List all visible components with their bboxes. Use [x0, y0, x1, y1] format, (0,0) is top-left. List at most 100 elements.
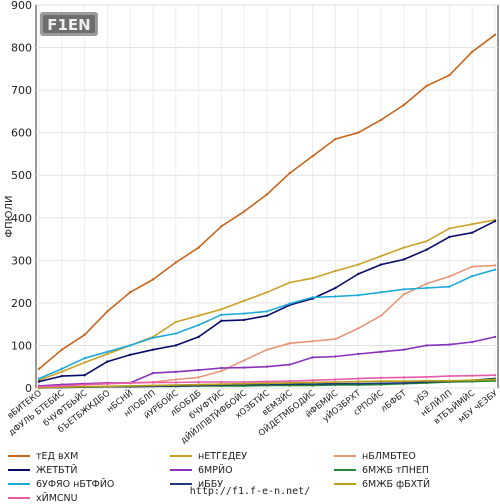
data-point — [357, 131, 360, 134]
data-point — [311, 339, 314, 343]
data-point — [425, 286, 428, 290]
legend-label: 6УФЯО нБТФЙО — [36, 478, 115, 490]
data-point — [265, 382, 269, 385]
data-point — [265, 291, 269, 294]
data-point — [174, 261, 177, 264]
data-point — [379, 263, 383, 266]
data-point — [151, 348, 155, 351]
legend-label: 6МРЙО — [198, 464, 233, 476]
data-point — [493, 374, 497, 377]
legend-item: хЙМСNU — [8, 492, 78, 504]
legend-label: нБЛМБТЕО — [362, 450, 416, 462]
data-point — [311, 277, 314, 280]
data-point — [174, 332, 177, 335]
legend-label: тЕД вХМ — [36, 450, 79, 462]
data-point — [83, 383, 86, 386]
data-point — [493, 219, 497, 223]
y-tick-label: 800 — [11, 42, 32, 55]
data-point — [197, 314, 200, 317]
data-point — [471, 379, 474, 382]
data-point — [243, 366, 246, 369]
f1en-logo: F1EN — [40, 10, 98, 38]
data-point — [151, 371, 155, 375]
data-point — [83, 361, 86, 364]
data-point — [402, 293, 405, 296]
data-point — [265, 193, 269, 196]
legend-item: тЕД вХМ — [8, 450, 78, 462]
data-point — [60, 374, 63, 378]
data-point — [288, 381, 291, 385]
legend-label: нЕТГЕДЕУ — [198, 450, 248, 462]
data-point — [129, 344, 132, 347]
data-point — [288, 171, 291, 175]
data-point — [220, 313, 223, 317]
data-point — [402, 103, 405, 107]
y-axis-label: ФПЮЛИ — [4, 196, 15, 238]
data-point — [448, 235, 451, 239]
data-point — [83, 357, 86, 360]
data-point — [129, 381, 132, 385]
data-point — [448, 227, 451, 230]
data-point — [83, 374, 86, 377]
y-tick-label: 200 — [11, 297, 32, 310]
data-point — [334, 378, 337, 381]
data-point — [357, 272, 360, 276]
data-point — [174, 381, 177, 384]
legend-swatch — [334, 455, 356, 457]
legend-swatch — [8, 469, 30, 471]
data-point — [197, 383, 200, 386]
data-point — [60, 370, 63, 374]
data-point — [379, 382, 383, 385]
data-point — [243, 312, 246, 315]
data-point — [402, 258, 405, 261]
data-point — [83, 333, 86, 337]
data-point — [151, 336, 155, 339]
data-point — [288, 363, 291, 366]
data-point — [471, 231, 474, 234]
data-point — [493, 378, 497, 381]
legend-swatch — [170, 469, 192, 471]
data-point — [311, 382, 314, 386]
legend-item: 6МРЙО — [170, 464, 233, 476]
data-point — [243, 359, 246, 362]
data-point — [243, 382, 246, 385]
legend-label: 6МЖБ тПНЕП — [362, 464, 429, 476]
data-point — [265, 365, 269, 368]
data-point — [197, 335, 200, 339]
legend-item: нЕТГЕДЕУ — [170, 450, 247, 462]
data-point — [243, 380, 246, 384]
legend-swatch — [8, 483, 30, 485]
data-point — [265, 310, 269, 313]
data-point — [334, 286, 337, 290]
data-point — [357, 377, 360, 380]
data-point — [402, 379, 405, 383]
data-point — [220, 380, 223, 384]
legend-item: 6МЖБ тПНЕП — [334, 464, 429, 476]
y-tick-label: 600 — [11, 127, 32, 140]
legend-item: 6МЖБ фБХТЙ — [334, 478, 430, 490]
legend-item: нБЛМБТЕО — [334, 450, 416, 462]
data-point — [471, 274, 474, 278]
data-point — [197, 246, 200, 249]
data-point — [311, 381, 314, 384]
data-point — [448, 374, 451, 378]
legend-swatch — [170, 455, 192, 457]
data-point — [379, 291, 383, 294]
data-point — [379, 254, 383, 258]
data-point — [265, 314, 269, 317]
data-point — [197, 376, 200, 379]
data-point — [265, 348, 269, 351]
data-point — [106, 382, 109, 385]
legend-item: 6УФЯО нБТФЙО — [8, 478, 114, 490]
logo-text: F1EN — [47, 16, 90, 34]
legend-swatch — [170, 483, 192, 485]
data-point — [220, 382, 223, 386]
footer-url[interactable]: http://f1.f-e-n.net/ — [189, 486, 311, 497]
data-point — [311, 154, 314, 158]
legend-swatch — [8, 497, 30, 499]
logo-graphic: F1EN — [40, 12, 98, 36]
legend-swatch — [334, 469, 356, 471]
legend-swatch — [334, 483, 356, 485]
legend-swatch — [8, 455, 30, 457]
